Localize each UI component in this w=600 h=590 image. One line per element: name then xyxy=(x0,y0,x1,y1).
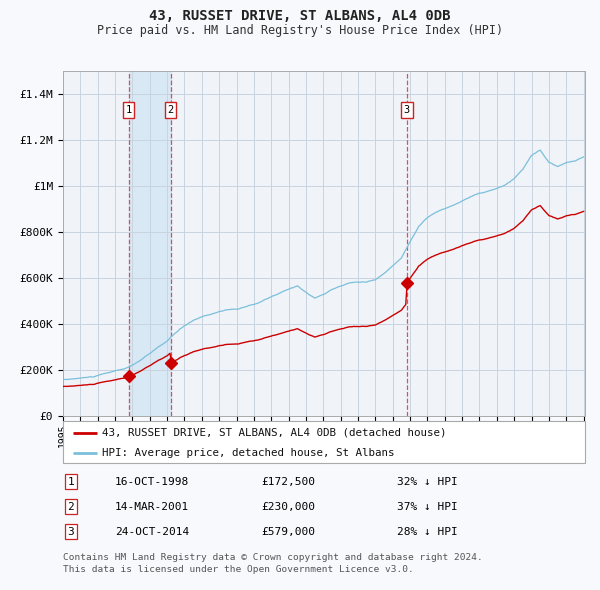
Text: Price paid vs. HM Land Registry's House Price Index (HPI): Price paid vs. HM Land Registry's House … xyxy=(97,24,503,37)
Text: £579,000: £579,000 xyxy=(262,527,316,537)
Text: £230,000: £230,000 xyxy=(262,502,316,512)
Text: 24-OCT-2014: 24-OCT-2014 xyxy=(115,527,190,537)
Text: 28% ↓ HPI: 28% ↓ HPI xyxy=(397,527,458,537)
Text: 1: 1 xyxy=(67,477,74,487)
Text: £172,500: £172,500 xyxy=(262,477,316,487)
Text: 2: 2 xyxy=(67,502,74,512)
Text: 3: 3 xyxy=(404,105,410,115)
FancyBboxPatch shape xyxy=(63,421,585,463)
Text: 43, RUSSET DRIVE, ST ALBANS, AL4 0DB (detached house): 43, RUSSET DRIVE, ST ALBANS, AL4 0DB (de… xyxy=(102,428,446,438)
Text: 3: 3 xyxy=(67,527,74,537)
Text: 2: 2 xyxy=(167,105,174,115)
Bar xyxy=(129,71,171,416)
Text: 1: 1 xyxy=(125,105,132,115)
Text: 37% ↓ HPI: 37% ↓ HPI xyxy=(397,502,458,512)
Text: 43, RUSSET DRIVE, ST ALBANS, AL4 0DB: 43, RUSSET DRIVE, ST ALBANS, AL4 0DB xyxy=(149,9,451,24)
Text: 14-MAR-2001: 14-MAR-2001 xyxy=(115,502,190,512)
Text: 16-OCT-1998: 16-OCT-1998 xyxy=(115,477,190,487)
Text: HPI: Average price, detached house, St Albans: HPI: Average price, detached house, St A… xyxy=(102,448,395,457)
Text: 32% ↓ HPI: 32% ↓ HPI xyxy=(397,477,458,487)
Text: Contains HM Land Registry data © Crown copyright and database right 2024.: Contains HM Land Registry data © Crown c… xyxy=(63,553,483,562)
Text: This data is licensed under the Open Government Licence v3.0.: This data is licensed under the Open Gov… xyxy=(63,565,414,574)
